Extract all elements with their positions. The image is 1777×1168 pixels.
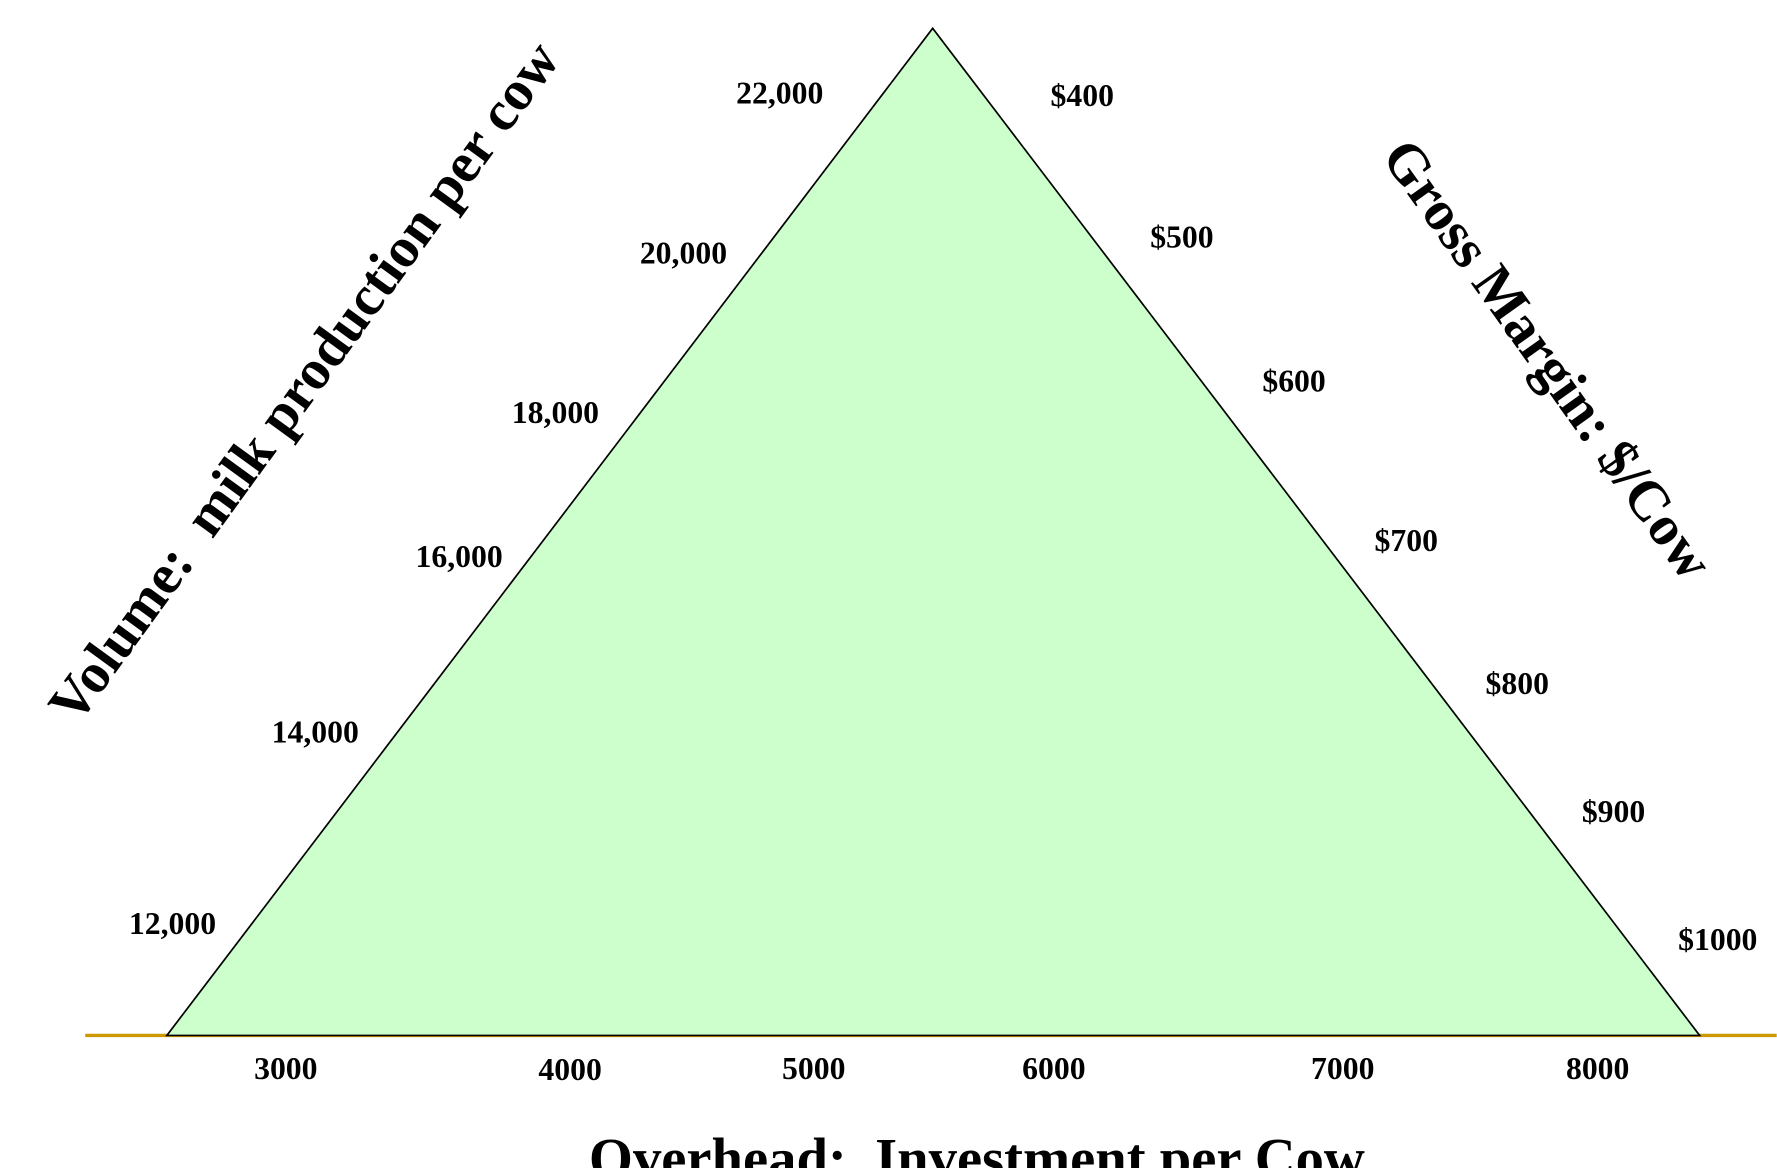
left-label: 18,000 bbox=[512, 395, 599, 430]
right-label: $900 bbox=[1582, 794, 1645, 829]
left-label: 22,000 bbox=[736, 76, 823, 111]
right-label: $1000 bbox=[1678, 922, 1757, 957]
bottom-label: 5000 bbox=[782, 1051, 845, 1086]
bottom-label: 8000 bbox=[1566, 1051, 1629, 1086]
right-label: $800 bbox=[1486, 666, 1549, 701]
triangle bbox=[165, 26, 1702, 1037]
bottom-title: Overhead: Investment per Cow bbox=[589, 1129, 1365, 1168]
right-label: $400 bbox=[1051, 78, 1114, 113]
left-label: 12,000 bbox=[129, 906, 216, 941]
bottom-label: 4000 bbox=[538, 1052, 601, 1087]
left-label: 16,000 bbox=[416, 539, 503, 574]
right-label: $500 bbox=[1150, 219, 1213, 254]
left-label: 20,000 bbox=[640, 235, 727, 270]
bottom-label: 7000 bbox=[1311, 1051, 1374, 1086]
right-label: $600 bbox=[1262, 363, 1325, 398]
left-label: 14,000 bbox=[272, 715, 359, 750]
bottom-label: 3000 bbox=[254, 1051, 317, 1086]
right-label: $700 bbox=[1375, 523, 1438, 558]
right-title: Gross Margin: $/Cow bbox=[1370, 128, 1725, 591]
labels: 22,000 20,000 18,000 16,000 14,000 12,000 $400… bbox=[129, 76, 1758, 1088]
bottom-label: 6000 bbox=[1022, 1051, 1085, 1086]
